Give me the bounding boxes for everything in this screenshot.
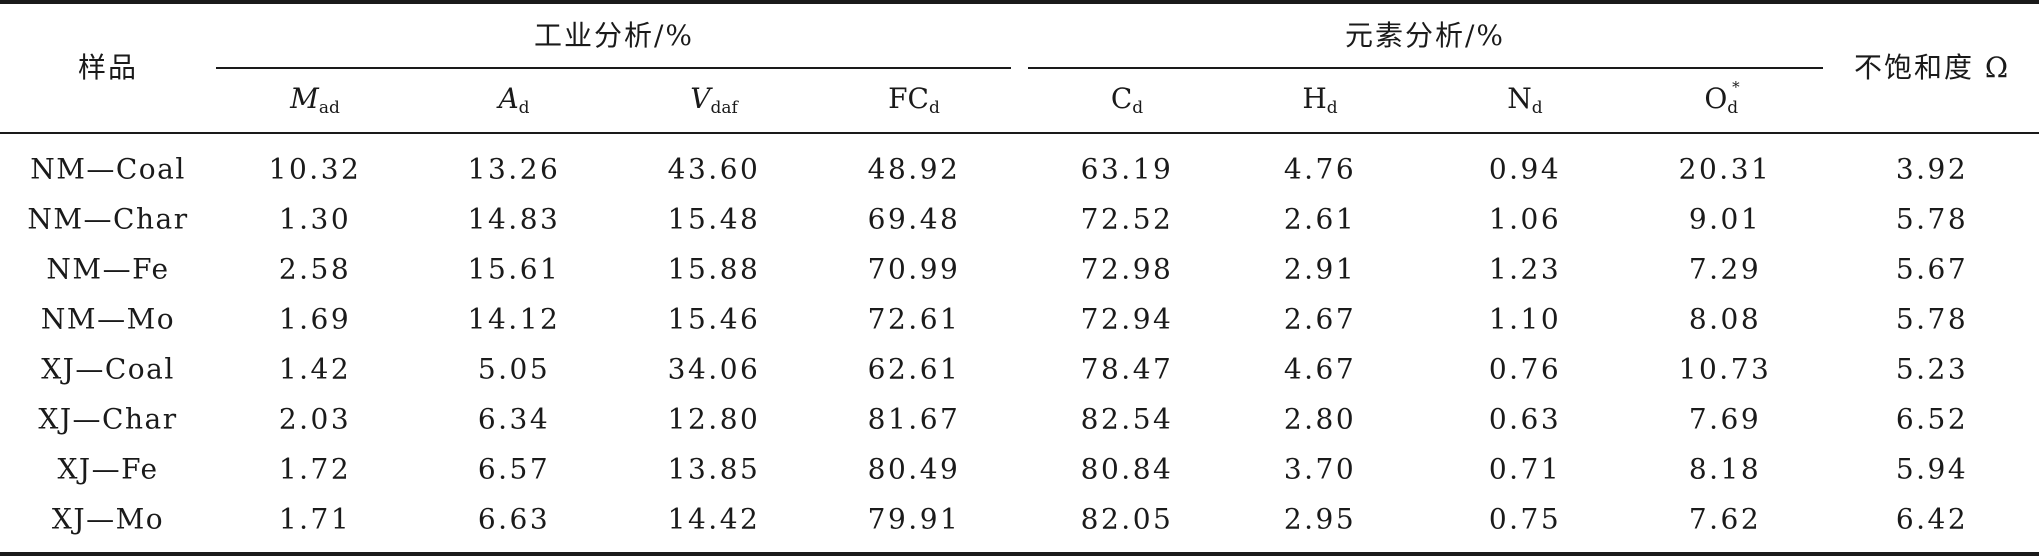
- table-cell: 1.06: [1488, 202, 1562, 236]
- row-sample-label: XJ—Char: [38, 402, 178, 436]
- table-cell: 2.03: [278, 402, 352, 436]
- row-sample-label: XJ—Mo: [51, 502, 165, 536]
- table-cell: 4.76: [1283, 152, 1357, 186]
- table-cell: 0.76: [1488, 352, 1562, 386]
- table-cell: 14.12: [467, 302, 561, 336]
- table-cell: 7.62: [1688, 502, 1762, 536]
- table-cell: 9.01: [1688, 202, 1762, 236]
- header-elemental-analysis: 元素分析/%: [1344, 19, 1506, 52]
- table-cell: 5.94: [1895, 452, 1969, 486]
- subheader-7: Nd: [1507, 82, 1543, 118]
- subheader-3: Vdaf: [690, 82, 738, 118]
- subheader-5: Cd: [1110, 82, 1144, 118]
- table-cell: 69.48: [867, 202, 961, 236]
- top-rule: [0, 0, 2039, 4]
- row-sample-label: NM—Char: [27, 202, 189, 236]
- table-cell: 78.47: [1080, 352, 1174, 386]
- row-sample-label: XJ—Coal: [41, 352, 175, 386]
- table-cell: 15.61: [467, 252, 561, 286]
- table-cell: 14.83: [467, 202, 561, 236]
- subheader-4: FCd: [888, 82, 940, 118]
- table-cell: 4.67: [1283, 352, 1357, 386]
- bottom-rule: [0, 552, 2039, 556]
- table-cell: 72.98: [1080, 252, 1174, 286]
- table-cell: 43.60: [667, 152, 761, 186]
- table-cell: 8.18: [1688, 452, 1762, 486]
- table-cell: 2.61: [1283, 202, 1357, 236]
- table-cell: 6.52: [1895, 402, 1969, 436]
- table-cell: 5.78: [1895, 302, 1969, 336]
- table-cell: 82.54: [1080, 402, 1174, 436]
- table-cell: 70.99: [867, 252, 961, 286]
- table-cell: 13.85: [667, 452, 761, 486]
- table-cell: 72.94: [1080, 302, 1174, 336]
- subheader-8: Od*: [1704, 78, 1740, 118]
- table-cell: 2.80: [1283, 402, 1357, 436]
- table-cell: 2.67: [1283, 302, 1357, 336]
- table-cell: 2.95: [1283, 502, 1357, 536]
- table-cell: 80.84: [1080, 452, 1174, 486]
- header-sample: 样品: [77, 51, 139, 84]
- subheader-2: Ad: [498, 82, 530, 118]
- table-cell: 0.75: [1488, 502, 1562, 536]
- table-cell: 81.67: [867, 402, 961, 436]
- table-cell: 48.92: [867, 152, 961, 186]
- table-cell: 1.71: [278, 502, 352, 536]
- table-cell: 80.49: [867, 452, 961, 486]
- table-cell: 5.67: [1895, 252, 1969, 286]
- header-rule: [0, 132, 2039, 134]
- table-cell: 8.08: [1688, 302, 1762, 336]
- table-cell: 2.58: [278, 252, 352, 286]
- table-cell: 72.61: [867, 302, 961, 336]
- table-cell: 63.19: [1080, 152, 1174, 186]
- table-cell: 15.46: [667, 302, 761, 336]
- table-cell: 12.80: [667, 402, 761, 436]
- table-cell: 10.32: [268, 152, 362, 186]
- table-cell: 0.94: [1488, 152, 1562, 186]
- row-sample-label: XJ—Fe: [57, 452, 159, 486]
- table-cell: 1.10: [1488, 302, 1562, 336]
- table-cell: 3.70: [1283, 452, 1357, 486]
- table-cell: 14.42: [667, 502, 761, 536]
- table-cell: 34.06: [667, 352, 761, 386]
- table-cell: 5.05: [477, 352, 551, 386]
- table-cell: 1.69: [278, 302, 352, 336]
- table-cell: 7.29: [1688, 252, 1762, 286]
- table-cell: 7.69: [1688, 402, 1762, 436]
- table-cell: 1.23: [1488, 252, 1562, 286]
- table-cell: 79.91: [867, 502, 961, 536]
- table-cell: 62.61: [867, 352, 961, 386]
- table-cell: 1.42: [278, 352, 352, 386]
- header-unsaturation: 不饱和度 Ω: [1853, 51, 2011, 84]
- subheader-6: Hd: [1302, 82, 1338, 118]
- table-cell: 20.31: [1678, 152, 1772, 186]
- subheader-1: Mad: [290, 82, 340, 118]
- table-cell: 1.72: [278, 452, 352, 486]
- row-sample-label: NM—Coal: [30, 152, 186, 186]
- row-sample-label: NM—Fe: [46, 252, 170, 286]
- industrial-group-rule: [216, 67, 1011, 69]
- table-cell: 10.73: [1678, 352, 1772, 386]
- table-cell: 6.57: [477, 452, 551, 486]
- table-cell: 1.30: [278, 202, 352, 236]
- table-cell: 2.91: [1283, 252, 1357, 286]
- table-cell: 6.34: [477, 402, 551, 436]
- header-industrial-analysis: 工业分析/%: [533, 19, 695, 52]
- table-cell: 72.52: [1080, 202, 1174, 236]
- elemental-group-rule: [1028, 67, 1823, 69]
- table-cell: 0.71: [1488, 452, 1562, 486]
- table-cell: 15.48: [667, 202, 761, 236]
- table-cell: 0.63: [1488, 402, 1562, 436]
- table-cell: 13.26: [467, 152, 561, 186]
- table-cell: 6.63: [477, 502, 551, 536]
- table-cell: 6.42: [1895, 502, 1969, 536]
- table-cell: 15.88: [667, 252, 761, 286]
- row-sample-label: NM—Mo: [40, 302, 176, 336]
- table-cell: 5.23: [1895, 352, 1969, 386]
- table-cell: 5.78: [1895, 202, 1969, 236]
- table-cell: 3.92: [1895, 152, 1969, 186]
- table-cell: 82.05: [1080, 502, 1174, 536]
